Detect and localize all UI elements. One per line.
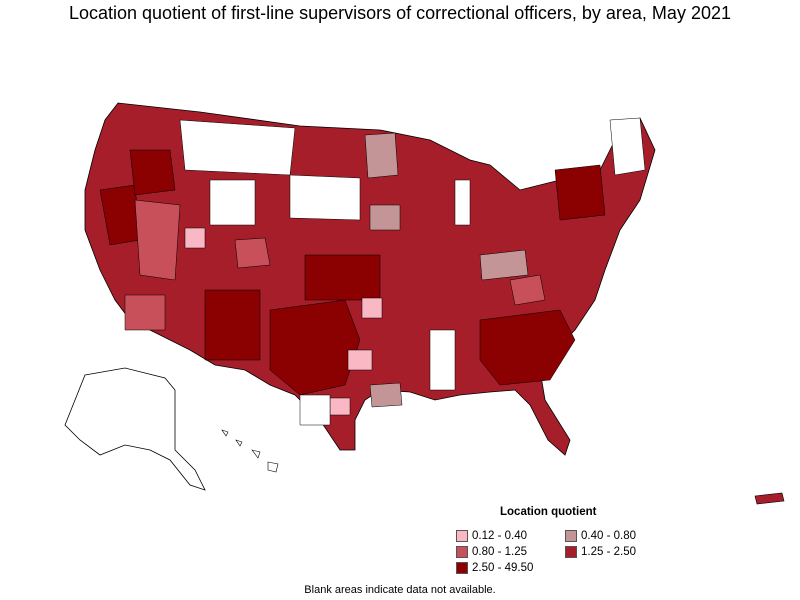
region-mississippi-nodata bbox=[429, 329, 456, 391]
region-arizona-medium bbox=[124, 294, 166, 331]
alaska-outline bbox=[64, 367, 206, 491]
legend-title: Location quotient bbox=[500, 506, 597, 518]
region-illinois-nodata bbox=[454, 179, 471, 226]
region-nevada-medium bbox=[134, 199, 181, 281]
region-texas-dark bbox=[269, 299, 361, 396]
legend-label-1: 0.12 - 0.40 bbox=[472, 530, 527, 542]
region-montana-nodata bbox=[179, 119, 296, 176]
legend-label-2: 0.40 - 0.80 bbox=[581, 530, 636, 542]
legend-item-5: 2.50 - 49.50 bbox=[456, 562, 533, 574]
legend-swatch-3 bbox=[456, 546, 468, 558]
region-oklahoma-pink bbox=[361, 297, 383, 319]
legend-label-4: 1.25 - 2.50 bbox=[581, 546, 636, 558]
legend-swatch-1 bbox=[456, 530, 468, 542]
legend-label-3: 0.80 - 1.25 bbox=[472, 546, 527, 558]
map-footnote: Blank areas indicate data not available. bbox=[304, 584, 496, 596]
region-dakota-nodata bbox=[289, 174, 361, 221]
region-southtexas-pink bbox=[329, 397, 351, 416]
region-colorado-medium bbox=[234, 237, 271, 269]
region-iowa-grey bbox=[369, 204, 401, 231]
region-oregon-dark bbox=[129, 149, 176, 196]
region-utah-pink bbox=[184, 227, 206, 249]
region-westtexas-nodata bbox=[299, 394, 331, 426]
legend-swatch-5 bbox=[456, 562, 468, 574]
puerto-rico bbox=[754, 492, 785, 505]
legend-label-5: 2.50 - 49.50 bbox=[472, 562, 534, 574]
region-minnesota-grey bbox=[364, 132, 399, 179]
legend-swatch-4 bbox=[565, 546, 577, 558]
region-kansas-dark bbox=[304, 254, 381, 301]
region-texas-pink bbox=[347, 349, 373, 371]
region-wyoming-nodata bbox=[209, 179, 256, 226]
region-northeast-dark bbox=[554, 164, 606, 221]
region-louisiana-grey bbox=[369, 382, 403, 408]
legend-item-3: 0.80 - 1.25 bbox=[456, 546, 527, 558]
region-kentucky-grey bbox=[479, 249, 529, 281]
region-newengland-nodata bbox=[609, 117, 646, 176]
legend-item-1: 0.12 - 0.40 bbox=[456, 530, 527, 542]
region-georgia-medium bbox=[509, 274, 546, 306]
legend-item-2: 0.40 - 0.80 bbox=[565, 530, 636, 542]
region-southeast-dark bbox=[479, 309, 576, 386]
region-newmexico-dark bbox=[204, 289, 261, 361]
hawaii-islands bbox=[221, 429, 279, 473]
legend-swatch-2 bbox=[565, 530, 577, 542]
map-title: Location quotient of first-line supervis… bbox=[68, 3, 731, 23]
legend-item-4: 1.25 - 2.50 bbox=[565, 546, 636, 558]
